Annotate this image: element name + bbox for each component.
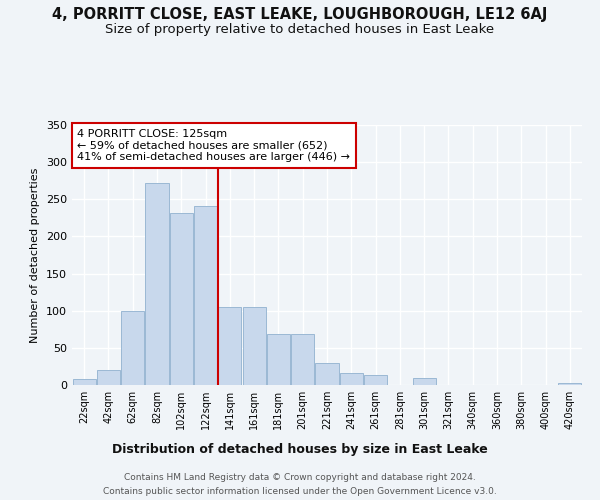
Bar xyxy=(364,374,387,385)
Text: Contains HM Land Registry data © Crown copyright and database right 2024.: Contains HM Land Registry data © Crown c… xyxy=(124,472,476,482)
Bar xyxy=(121,312,144,385)
Bar xyxy=(218,307,241,385)
Bar xyxy=(194,206,217,385)
Bar xyxy=(316,364,338,385)
Text: Contains public sector information licensed under the Open Government Licence v3: Contains public sector information licen… xyxy=(103,488,497,496)
Bar xyxy=(97,370,120,385)
Bar xyxy=(145,183,169,385)
Y-axis label: Number of detached properties: Number of detached properties xyxy=(31,168,40,342)
Bar xyxy=(559,383,581,385)
Bar xyxy=(340,373,363,385)
Text: 4, PORRITT CLOSE, EAST LEAKE, LOUGHBOROUGH, LE12 6AJ: 4, PORRITT CLOSE, EAST LEAKE, LOUGHBOROU… xyxy=(52,8,548,22)
Bar xyxy=(413,378,436,385)
Bar xyxy=(267,334,290,385)
Text: Distribution of detached houses by size in East Leake: Distribution of detached houses by size … xyxy=(112,442,488,456)
Text: 4 PORRITT CLOSE: 125sqm
← 59% of detached houses are smaller (652)
41% of semi-d: 4 PORRITT CLOSE: 125sqm ← 59% of detache… xyxy=(77,129,350,162)
Text: Size of property relative to detached houses in East Leake: Size of property relative to detached ho… xyxy=(106,22,494,36)
Bar xyxy=(170,214,193,385)
Bar xyxy=(291,334,314,385)
Bar xyxy=(73,379,95,385)
Bar xyxy=(242,307,266,385)
